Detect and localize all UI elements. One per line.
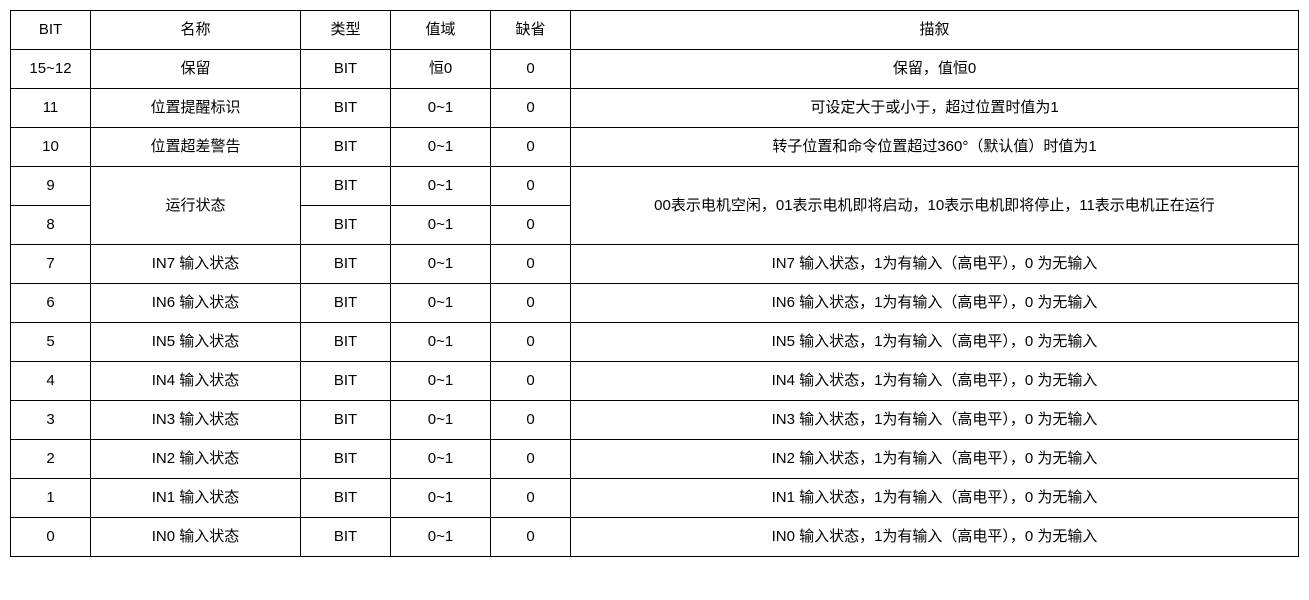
cell-range: 0~1 <box>391 89 491 128</box>
cell-def: 0 <box>491 401 571 440</box>
bit-definition-table: BIT 名称 类型 值域 缺省 描叙 15~12 保留 BIT 恒0 0 保留，… <box>10 10 1299 557</box>
cell-name: IN4 输入状态 <box>91 362 301 401</box>
cell-name: 位置超差警告 <box>91 128 301 167</box>
cell-def: 0 <box>491 50 571 89</box>
cell-range: 0~1 <box>391 440 491 479</box>
cell-def: 0 <box>491 323 571 362</box>
cell-name: IN7 输入状态 <box>91 245 301 284</box>
cell-desc: 转子位置和命令位置超过360°（默认值）时值为1 <box>571 128 1299 167</box>
cell-type: BIT <box>301 401 391 440</box>
table-row: 7 IN7 输入状态 BIT 0~1 0 IN7 输入状态，1为有输入（高电平）… <box>11 245 1299 284</box>
cell-def: 0 <box>491 167 571 206</box>
cell-bit: 2 <box>11 440 91 479</box>
table-header-row: BIT 名称 类型 值域 缺省 描叙 <box>11 11 1299 50</box>
cell-desc: IN3 输入状态，1为有输入（高电平），0 为无输入 <box>571 401 1299 440</box>
cell-bit: 3 <box>11 401 91 440</box>
table-row: 10 位置超差警告 BIT 0~1 0 转子位置和命令位置超过360°（默认值）… <box>11 128 1299 167</box>
cell-def: 0 <box>491 362 571 401</box>
cell-bit: 4 <box>11 362 91 401</box>
cell-name: IN3 输入状态 <box>91 401 301 440</box>
cell-bit: 1 <box>11 479 91 518</box>
header-name: 名称 <box>91 11 301 50</box>
cell-range: 0~1 <box>391 401 491 440</box>
cell-desc: IN6 输入状态，1为有输入（高电平），0 为无输入 <box>571 284 1299 323</box>
table-row: 5 IN5 输入状态 BIT 0~1 0 IN5 输入状态，1为有输入（高电平）… <box>11 323 1299 362</box>
cell-range: 恒0 <box>391 50 491 89</box>
cell-desc: IN5 输入状态，1为有输入（高电平），0 为无输入 <box>571 323 1299 362</box>
header-range: 值域 <box>391 11 491 50</box>
table-row: 3 IN3 输入状态 BIT 0~1 0 IN3 输入状态，1为有输入（高电平）… <box>11 401 1299 440</box>
cell-def: 0 <box>491 479 571 518</box>
header-type: 类型 <box>301 11 391 50</box>
cell-type: BIT <box>301 323 391 362</box>
table-row: 0 IN0 输入状态 BIT 0~1 0 IN0 输入状态，1为有输入（高电平）… <box>11 518 1299 557</box>
cell-range: 0~1 <box>391 518 491 557</box>
table-row: 9 运行状态 BIT 0~1 0 00表示电机空闲，01表示电机即将启动，10表… <box>11 167 1299 206</box>
cell-def: 0 <box>491 89 571 128</box>
cell-type: BIT <box>301 518 391 557</box>
cell-type: BIT <box>301 284 391 323</box>
cell-bit: 11 <box>11 89 91 128</box>
cell-range: 0~1 <box>391 479 491 518</box>
cell-type: BIT <box>301 440 391 479</box>
cell-range: 0~1 <box>391 206 491 245</box>
cell-bit: 9 <box>11 167 91 206</box>
cell-bit: 0 <box>11 518 91 557</box>
cell-name: IN5 输入状态 <box>91 323 301 362</box>
table-row: 1 IN1 输入状态 BIT 0~1 0 IN1 输入状态，1为有输入（高电平）… <box>11 479 1299 518</box>
cell-desc-merged: 00表示电机空闲，01表示电机即将启动，10表示电机即将停止，11表示电机正在运… <box>571 167 1299 245</box>
cell-bit: 15~12 <box>11 50 91 89</box>
cell-type: BIT <box>301 167 391 206</box>
header-desc: 描叙 <box>571 11 1299 50</box>
cell-range: 0~1 <box>391 245 491 284</box>
cell-range: 0~1 <box>391 284 491 323</box>
table-row: 4 IN4 输入状态 BIT 0~1 0 IN4 输入状态，1为有输入（高电平）… <box>11 362 1299 401</box>
table-row: 6 IN6 输入状态 BIT 0~1 0 IN6 输入状态，1为有输入（高电平）… <box>11 284 1299 323</box>
table-row: 15~12 保留 BIT 恒0 0 保留，值恒0 <box>11 50 1299 89</box>
cell-type: BIT <box>301 128 391 167</box>
cell-type: BIT <box>301 89 391 128</box>
cell-range: 0~1 <box>391 128 491 167</box>
cell-name: IN1 输入状态 <box>91 479 301 518</box>
cell-type: BIT <box>301 362 391 401</box>
cell-bit: 5 <box>11 323 91 362</box>
cell-desc: 保留，值恒0 <box>571 50 1299 89</box>
cell-bit: 7 <box>11 245 91 284</box>
cell-def: 0 <box>491 206 571 245</box>
cell-name-merged: 运行状态 <box>91 167 301 245</box>
cell-def: 0 <box>491 284 571 323</box>
cell-range: 0~1 <box>391 323 491 362</box>
header-bit: BIT <box>11 11 91 50</box>
cell-name: IN2 输入状态 <box>91 440 301 479</box>
cell-range: 0~1 <box>391 167 491 206</box>
cell-name: IN6 输入状态 <box>91 284 301 323</box>
cell-bit: 6 <box>11 284 91 323</box>
table-row: 2 IN2 输入状态 BIT 0~1 0 IN2 输入状态，1为有输入（高电平）… <box>11 440 1299 479</box>
cell-name: 保留 <box>91 50 301 89</box>
cell-type: BIT <box>301 479 391 518</box>
cell-type: BIT <box>301 245 391 284</box>
cell-def: 0 <box>491 128 571 167</box>
cell-desc: IN2 输入状态，1为有输入（高电平），0 为无输入 <box>571 440 1299 479</box>
cell-desc: IN7 输入状态，1为有输入（高电平），0 为无输入 <box>571 245 1299 284</box>
cell-def: 0 <box>491 440 571 479</box>
cell-bit: 10 <box>11 128 91 167</box>
cell-def: 0 <box>491 518 571 557</box>
cell-name: IN0 输入状态 <box>91 518 301 557</box>
cell-desc: IN1 输入状态，1为有输入（高电平），0 为无输入 <box>571 479 1299 518</box>
cell-type: BIT <box>301 206 391 245</box>
table-row: 11 位置提醒标识 BIT 0~1 0 可设定大于或小于，超过位置时值为1 <box>11 89 1299 128</box>
cell-name: 位置提醒标识 <box>91 89 301 128</box>
cell-def: 0 <box>491 245 571 284</box>
cell-desc: IN0 输入状态，1为有输入（高电平），0 为无输入 <box>571 518 1299 557</box>
cell-bit: 8 <box>11 206 91 245</box>
cell-range: 0~1 <box>391 362 491 401</box>
cell-desc: 可设定大于或小于，超过位置时值为1 <box>571 89 1299 128</box>
cell-desc: IN4 输入状态，1为有输入（高电平），0 为无输入 <box>571 362 1299 401</box>
header-def: 缺省 <box>491 11 571 50</box>
cell-type: BIT <box>301 50 391 89</box>
